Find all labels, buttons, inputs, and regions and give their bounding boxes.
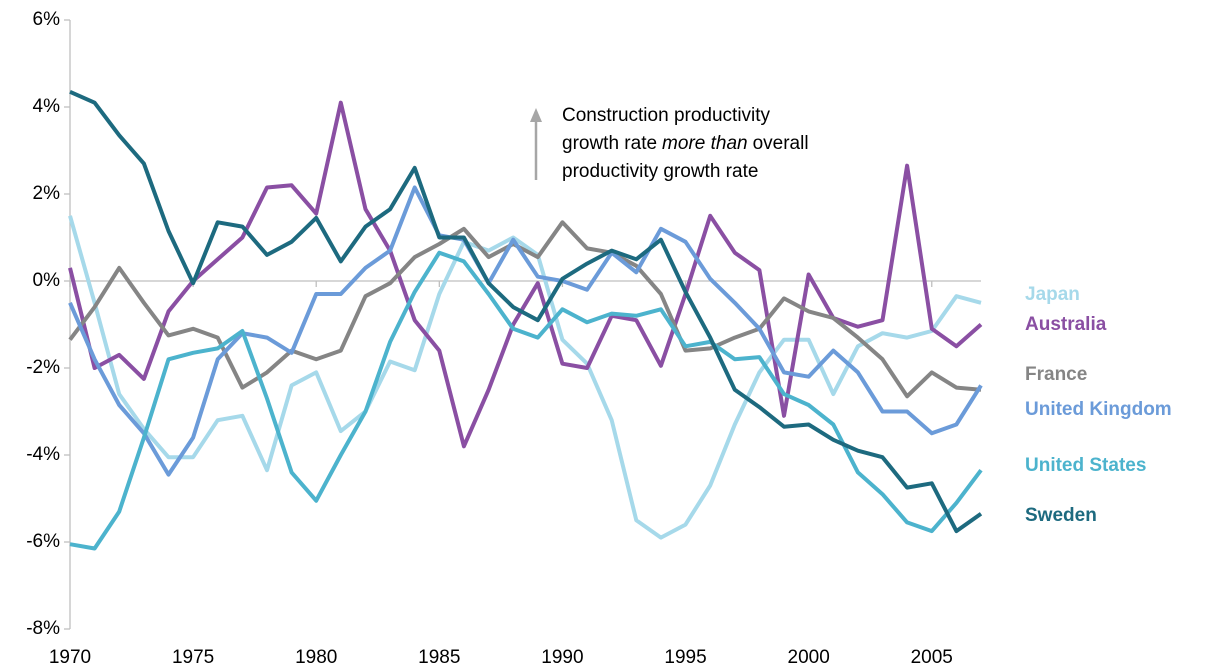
series-line (69, 250, 983, 551)
y-tick-label: -6% (26, 531, 60, 552)
x-tick-label: 1995 (664, 647, 706, 668)
x-tick-label: 1980 (295, 647, 337, 668)
annotation: Construction productivity growth rate mor… (530, 105, 809, 182)
y-tick-label: -2% (26, 357, 60, 378)
x-tick-label: 2005 (911, 647, 953, 668)
legend-label: United States (1025, 455, 1146, 476)
annotation-text: growth rate (562, 133, 657, 154)
annotation-text: Construction productivity (562, 105, 771, 126)
annotation-arrowhead (530, 108, 542, 122)
annotation-text: growth rate more than overall (562, 133, 809, 154)
y-tick-label: -4% (26, 444, 60, 465)
x-tick-label: 1970 (49, 647, 91, 668)
series-line (68, 100, 983, 449)
x-tick-label: 1975 (172, 647, 214, 668)
y-tick-label: 4% (33, 96, 61, 117)
legend-label: Australia (1025, 314, 1107, 335)
x-tick-label: 2000 (788, 647, 830, 668)
y-tick-label: 2% (33, 183, 61, 204)
series-line (68, 185, 983, 477)
annotation-text: overall (753, 133, 809, 154)
series-line (68, 215, 982, 540)
x-tick-label: 1990 (541, 647, 583, 668)
annotation-emphasis: more than (662, 133, 748, 154)
legend-label: Sweden (1025, 505, 1097, 526)
x-tick-label: 1985 (418, 647, 460, 668)
annotation-text: productivity growth rate (562, 161, 758, 182)
legend-label: France (1025, 364, 1087, 385)
series-line (69, 89, 983, 534)
legend-label: Japan (1025, 284, 1080, 305)
y-tick-label: 6% (33, 9, 61, 30)
y-tick-label: -8% (26, 618, 60, 639)
y-tick-label: 0% (33, 270, 61, 291)
legend-label: United Kingdom (1025, 399, 1172, 420)
